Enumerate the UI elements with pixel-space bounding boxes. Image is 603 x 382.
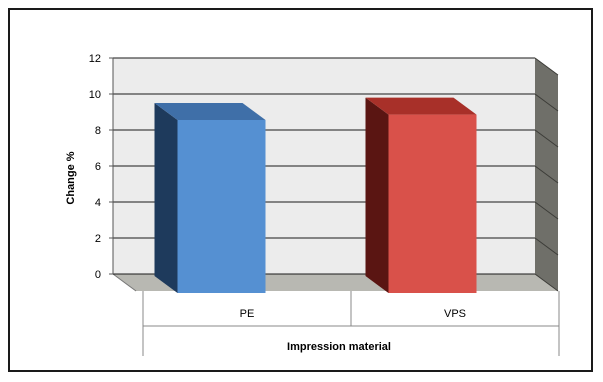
bars — [154, 97, 477, 293]
y-tick-label: 0 — [95, 269, 101, 281]
side-gridline — [534, 201, 559, 220]
side-gridline — [534, 129, 559, 148]
side-gridline — [534, 237, 559, 256]
y-axis-title: Change % — [65, 151, 77, 204]
floor-edge — [112, 273, 137, 292]
y-tick-label: 4 — [95, 197, 101, 209]
y-axis: 0 2 4 6 8 10 12 — [89, 53, 114, 281]
bar-top — [365, 97, 477, 115]
y-tick-label: 6 — [95, 161, 101, 173]
side-gridline — [534, 57, 559, 76]
x-axis: PE VPS — [142, 291, 560, 356]
x-axis-title: Impression material — [287, 341, 391, 353]
y-tick-label: 12 — [89, 53, 101, 65]
bar-pe — [177, 120, 266, 293]
y-tick-label: 10 — [89, 89, 101, 101]
y-tick-label: 2 — [95, 233, 101, 245]
y-tick-label: 8 — [95, 125, 101, 137]
side-gridline — [534, 273, 559, 292]
bar-side — [154, 103, 178, 293]
x-category-label: PE — [240, 308, 255, 320]
side-gridline — [534, 93, 559, 112]
x-category-label: VPS — [444, 308, 466, 320]
bar-side — [365, 97, 389, 293]
bar-top — [154, 103, 266, 120]
bar-vps — [388, 114, 477, 293]
side-gridline — [534, 165, 559, 184]
